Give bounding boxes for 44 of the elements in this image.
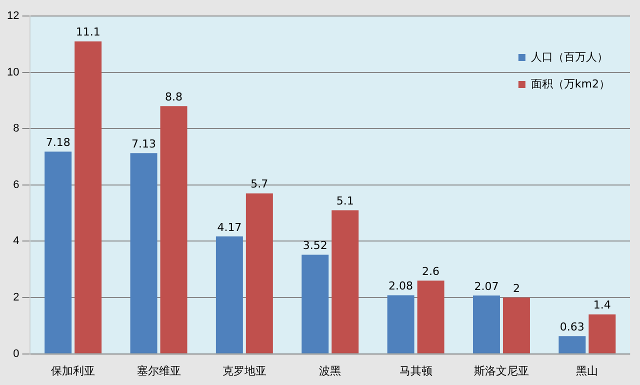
bar [44,152,72,354]
bar [417,280,444,354]
x-tick-label: 克罗地亚 [222,364,266,378]
data-label: 7.13 [132,137,156,150]
data-label: 7.18 [46,136,70,150]
bar [387,295,414,354]
data-label: 0.63 [560,320,584,334]
bar [502,298,530,354]
bar [160,106,188,354]
y-tick-label: 0 [13,348,20,360]
x-tick-label: 马其顿 [399,364,432,378]
bar [74,41,102,354]
data-label: 5.1 [336,194,354,208]
x-tick-label: 塞尔维亚 [136,364,181,378]
bar [130,153,158,354]
legend-label: 面积（万km2） [530,77,610,90]
data-label: 1.4 [593,298,611,312]
data-label: 3.52 [302,239,328,252]
bar [302,254,329,354]
data-label: 4.17 [217,220,242,234]
y-tick-label: 6 [13,178,20,191]
bar [472,296,500,354]
legend-label: 人口（百万人） [530,50,608,64]
data-label: 2.08 [388,280,414,293]
y-tick-label: 2 [13,292,20,304]
x-tick-label: 保加利亚 [51,364,96,378]
x-tick-label: 黑山 [576,364,598,378]
data-label: 2.07 [474,280,499,293]
y-tick-label: 4 [13,235,20,248]
data-label: 5.7 [250,178,268,191]
x-tick-label: 斯洛文尼亚 [474,364,529,378]
bar [216,236,243,354]
data-label: 2 [512,282,520,295]
bar [558,336,586,354]
y-tick-label: 12 [6,10,20,22]
data-label: 8.8 [165,90,182,104]
y-tick-label: 8 [13,122,20,135]
y-tick-label: 10 [6,66,20,78]
data-label: 11.1 [76,26,100,39]
bar [246,193,273,354]
data-label: 2.6 [422,264,440,278]
x-tick-label: 波黑 [319,364,342,378]
bar [332,210,359,354]
bar [588,314,616,354]
